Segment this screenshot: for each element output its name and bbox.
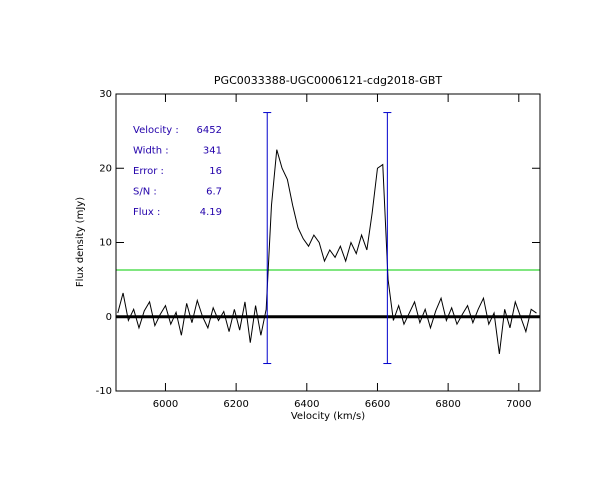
- x-tick-label: 6600: [365, 399, 390, 410]
- annotation-label: Flux :: [133, 207, 160, 218]
- y-tick-label: 0: [106, 312, 112, 323]
- plot-frame: [115, 93, 541, 392]
- x-tick-label: 6800: [435, 399, 460, 410]
- x-tick-label: 6000: [153, 399, 178, 410]
- y-axis-title: Flux density (mJy): [75, 197, 86, 287]
- y-tick-label: 20: [99, 163, 112, 174]
- annotation-value: 4.19: [200, 207, 222, 218]
- annotation-label: Velocity :: [133, 125, 179, 136]
- chart-title: PGC0033388-UGC0006121-cdg2018-GBT: [214, 74, 442, 87]
- x-tick-label: 6400: [294, 399, 319, 410]
- y-tick-label: 30: [99, 89, 112, 100]
- annotation-value: 16: [209, 166, 222, 177]
- annotation-value: 341: [203, 146, 222, 157]
- annotation-label: S/N :: [133, 187, 157, 198]
- annotation-label: Width :: [133, 146, 169, 157]
- y-tick-label: -10: [96, 386, 112, 397]
- annotation-value: 6452: [197, 125, 222, 136]
- y-tick-label: 10: [99, 238, 112, 249]
- x-tick-label: 7000: [506, 399, 531, 410]
- x-tick-label: 6200: [223, 399, 248, 410]
- x-axis-title: Velocity (km/s): [291, 411, 365, 422]
- spectrum-line: [117, 149, 537, 354]
- annotation-label: Error :: [133, 166, 164, 177]
- annotation-value: 6.7: [206, 187, 222, 198]
